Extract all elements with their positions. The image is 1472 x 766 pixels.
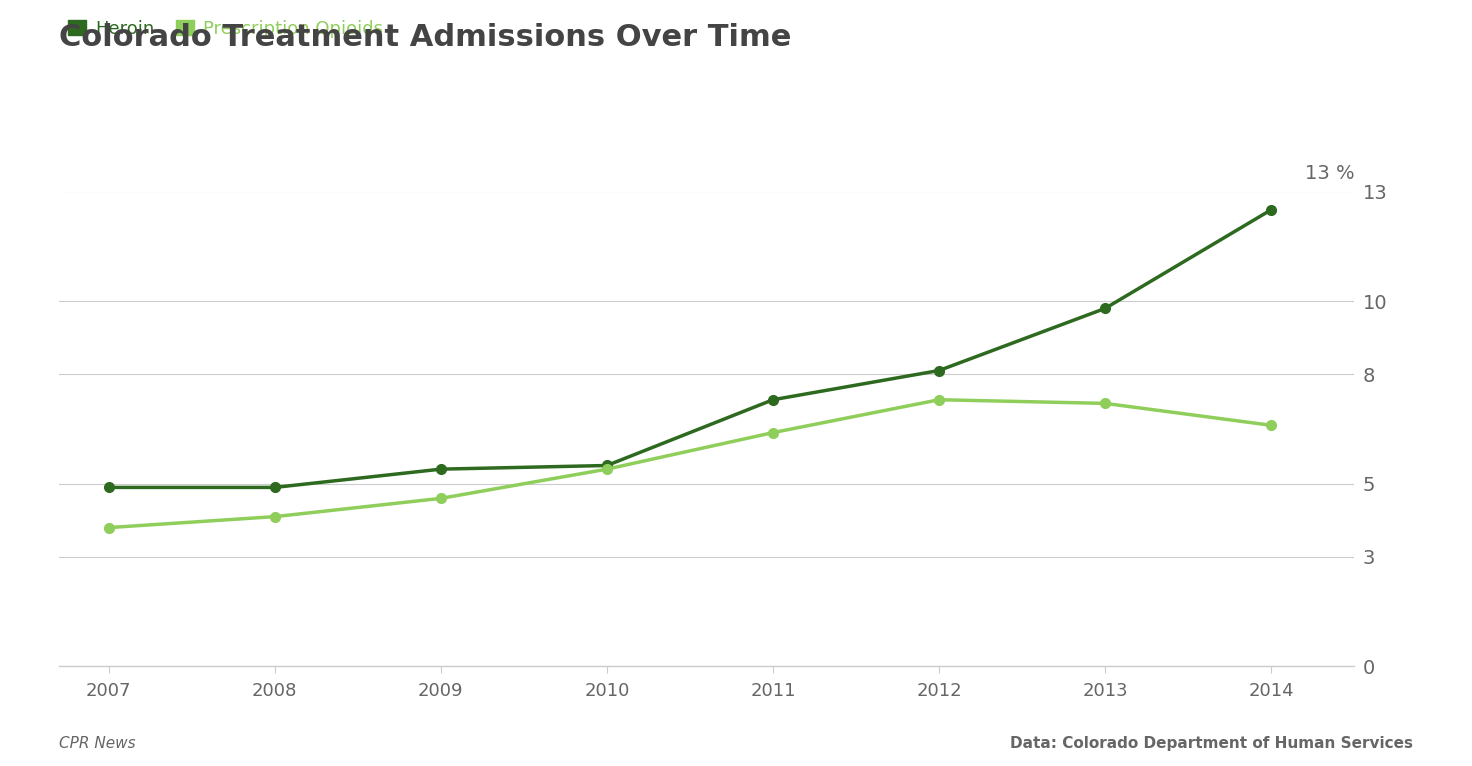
Text: Data: Colorado Department of Human Services: Data: Colorado Department of Human Servi… <box>1010 735 1413 751</box>
Text: Colorado Treatment Admissions Over Time: Colorado Treatment Admissions Over Time <box>59 23 792 52</box>
Text: CPR News: CPR News <box>59 735 135 751</box>
Text: 13 %: 13 % <box>1304 164 1354 183</box>
Legend: Heroin, Prescription Opioids: Heroin, Prescription Opioids <box>68 20 383 38</box>
